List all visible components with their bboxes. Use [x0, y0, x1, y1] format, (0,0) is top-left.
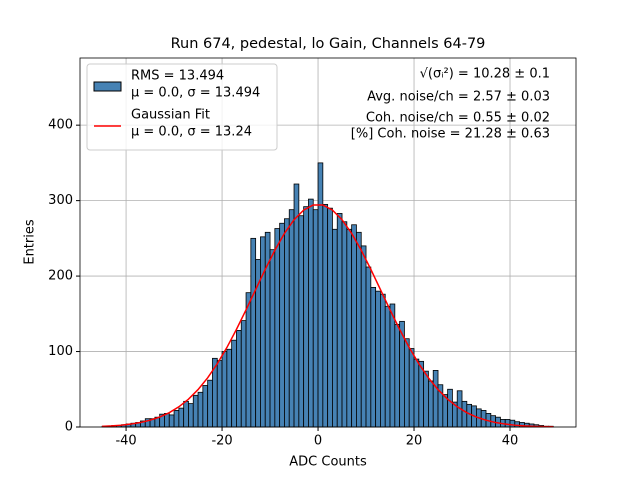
y-tick-label: 100	[48, 344, 73, 359]
annotation: Avg. noise/ch = 2.57 ± 0.03	[367, 90, 550, 105]
x-tick-label: 40	[502, 434, 519, 449]
bar	[322, 203, 329, 428]
bar	[461, 400, 468, 428]
bar	[260, 236, 266, 428]
legend-swatch	[93, 81, 122, 92]
bar	[408, 348, 415, 428]
bar	[327, 207, 333, 428]
bar	[384, 305, 391, 428]
bar	[308, 198, 314, 428]
bar	[207, 379, 213, 428]
bar	[504, 419, 511, 428]
y-tick-label: 0	[65, 420, 73, 435]
bar	[317, 162, 324, 428]
y-tick-label: 400	[48, 118, 73, 133]
bar	[447, 388, 453, 428]
legend-label: μ = 0.0, σ = 13.494	[131, 86, 260, 101]
y-tick-label: 300	[48, 193, 73, 208]
bar	[375, 290, 381, 428]
legend-label: μ = 0.0, σ = 13.24	[131, 125, 252, 140]
bar	[231, 339, 237, 428]
bar	[250, 237, 257, 428]
bar	[192, 394, 199, 428]
bar	[188, 403, 194, 428]
bar	[293, 183, 300, 428]
legend-label: RMS = 13.494	[131, 69, 224, 84]
bar	[356, 231, 362, 428]
bar	[312, 209, 319, 428]
bar	[370, 286, 377, 428]
annotation: [%] Coh. noise = 21.28 ± 0.63	[351, 127, 550, 142]
bar	[389, 303, 396, 428]
bar	[236, 330, 242, 428]
bar	[245, 292, 252, 428]
bar	[240, 320, 247, 428]
bar	[413, 358, 420, 428]
annotation: √(σᵢ²) = 10.28 ± 0.1	[420, 67, 550, 82]
bar	[197, 391, 204, 428]
legend-label: Gaussian Fit	[131, 108, 210, 123]
legend-box	[86, 63, 278, 151]
bar	[365, 266, 372, 428]
bar	[428, 380, 434, 428]
bar	[418, 360, 425, 428]
y-axis-label: Entries	[23, 219, 38, 265]
chart-title: Run 674, pedestal, lo Gain, Channels 64-…	[171, 36, 486, 52]
bar	[380, 293, 386, 428]
bar	[183, 400, 189, 428]
annotation: Coh. noise/ch = 0.55 ± 0.02	[366, 111, 550, 126]
y-tick-label: 200	[48, 269, 73, 284]
bar	[279, 222, 285, 428]
bar	[394, 323, 401, 428]
bar	[164, 413, 170, 428]
plot-frame	[79, 57, 577, 428]
bar	[303, 206, 309, 428]
bar	[332, 228, 338, 428]
fit-line	[102, 204, 554, 428]
bar	[178, 407, 185, 428]
bar	[346, 228, 353, 428]
bar	[269, 249, 276, 428]
bar	[202, 385, 209, 428]
bar	[284, 218, 290, 428]
bar	[432, 370, 439, 428]
bar	[351, 224, 357, 428]
bar	[173, 409, 180, 428]
bar	[221, 351, 228, 428]
x-tick-label: 20	[406, 434, 423, 449]
bar	[423, 370, 429, 428]
bar	[216, 360, 223, 428]
bar	[466, 403, 473, 428]
bar	[360, 245, 367, 428]
bar	[298, 215, 305, 428]
bar	[226, 348, 233, 428]
bar	[274, 228, 281, 428]
x-tick-label: -40	[115, 434, 136, 449]
bar	[509, 419, 516, 428]
bar	[288, 209, 295, 428]
x-tick-label: 0	[314, 434, 322, 449]
x-tick-label: -20	[211, 434, 232, 449]
bar	[341, 221, 348, 428]
bar	[404, 338, 410, 428]
bar	[168, 414, 175, 428]
x-axis-label: ADC Counts	[289, 455, 367, 470]
bar	[336, 213, 343, 428]
